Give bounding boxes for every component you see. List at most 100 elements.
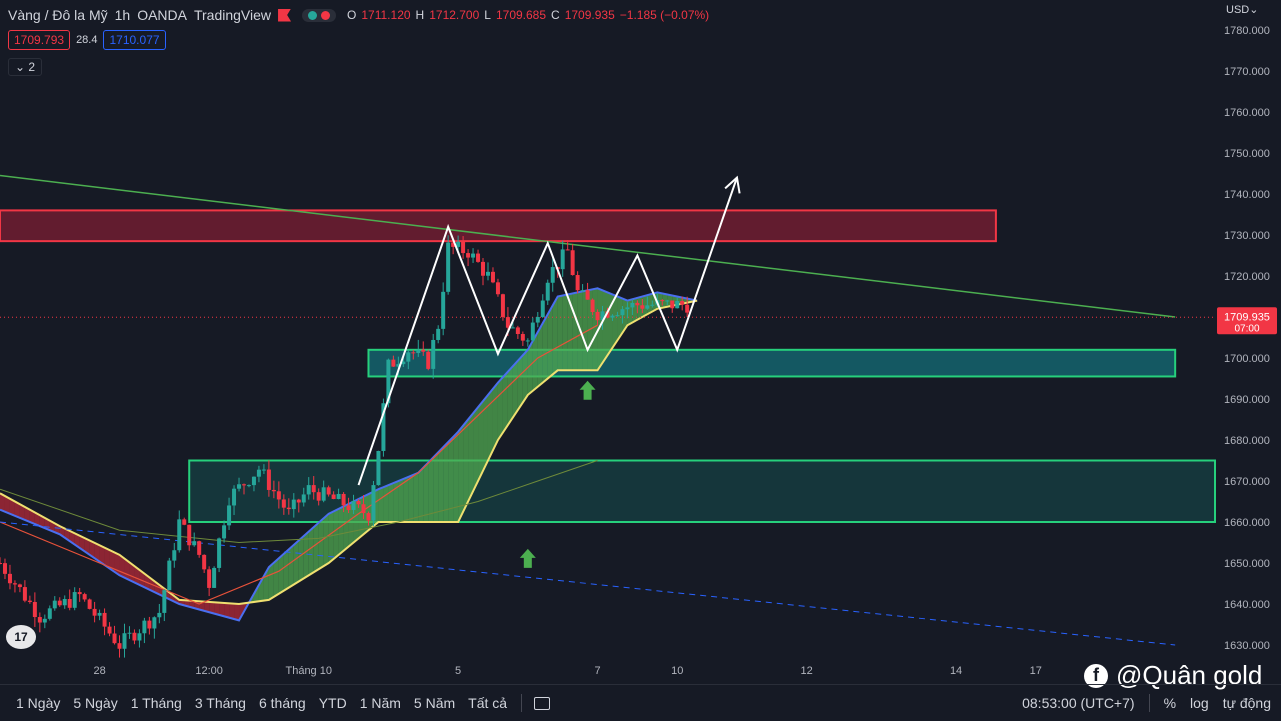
symbol-title[interactable]: Vàng / Đô la Mỹ: [8, 7, 108, 23]
cloud-segment: [229, 603, 235, 620]
candle-body: [625, 307, 630, 310]
price-tick-label: 1670.000: [1224, 476, 1270, 488]
cloud-segment: [433, 452, 439, 522]
candle-body: [286, 507, 291, 510]
candle-body: [281, 499, 286, 508]
cloud-segment: [617, 296, 623, 341]
cloud-segment: [258, 575, 264, 602]
price-tick-label: 1660.000: [1224, 517, 1270, 529]
cloud-segment: [343, 503, 349, 551]
price-tick-label: 1740.000: [1224, 189, 1270, 201]
price-tick-label: 1690.000: [1224, 394, 1270, 406]
time-tick-label: 10: [671, 665, 683, 677]
candle-body: [351, 500, 356, 510]
cloud-segment: [338, 506, 344, 555]
auto-scale-toggle[interactable]: tự động: [1222, 695, 1271, 711]
cloud-segment: [383, 485, 389, 522]
candle-body: [22, 587, 27, 601]
candle-body: [401, 361, 406, 365]
candle-body: [575, 275, 580, 291]
clock-time[interactable]: 08:53:00 (UTC+7): [1022, 695, 1135, 711]
tradingview-logo[interactable]: 17: [6, 625, 36, 649]
currency-selector[interactable]: USD⌄: [1226, 4, 1259, 16]
candle-body: [52, 600, 57, 609]
cloud-segment: [532, 332, 538, 391]
price-tick-label: 1700.000: [1224, 353, 1270, 365]
log-scale-toggle[interactable]: log: [1190, 695, 1209, 711]
cloud-segment: [622, 298, 628, 333]
candle-body: [675, 301, 680, 309]
candle-body: [590, 299, 595, 312]
market-status[interactable]: [302, 8, 337, 22]
candle-body: [127, 632, 132, 634]
cloud-segment: [323, 513, 329, 567]
range-1-year[interactable]: 1 Năm: [359, 695, 401, 711]
candle-body: [366, 513, 371, 521]
candle-body: [411, 352, 416, 354]
cloud-segment: [428, 457, 434, 522]
buy-price-button[interactable]: 1710.077: [103, 30, 166, 50]
flag-icon[interactable]: [278, 8, 292, 22]
candle-body: [87, 599, 92, 609]
candle-body: [540, 300, 545, 317]
cloud-segment: [567, 293, 573, 371]
low-value: 1709.685: [495, 8, 547, 22]
range-6-months[interactable]: 6 tháng: [258, 695, 306, 711]
candle-body: [107, 626, 112, 634]
interval-label[interactable]: 1h: [114, 7, 131, 23]
candle-body: [341, 493, 346, 506]
candle-body: [665, 300, 670, 302]
trade-buttons: 1709.793 28.4 1710.077: [8, 30, 166, 50]
chart-plot[interactable]: 1630.000 1640.000 1650.000 1660.000 1670.000…: [0, 0, 1281, 684]
range-1-month[interactable]: 1 Tháng: [130, 695, 182, 711]
candle-body: [117, 643, 122, 649]
range-5-days[interactable]: 5 Ngày: [73, 695, 118, 711]
candle-body: [580, 290, 585, 292]
percent-scale-toggle[interactable]: %: [1163, 695, 1177, 711]
candle-body: [680, 301, 685, 305]
candle-body: [461, 241, 466, 254]
candle-body: [416, 349, 421, 354]
calendar-icon[interactable]: [534, 696, 551, 710]
range-1-day[interactable]: 1 Ngày: [16, 695, 61, 711]
cloud-segment: [398, 478, 404, 522]
candle-body: [326, 487, 331, 495]
candle-body: [241, 484, 246, 486]
candle-body: [500, 294, 505, 318]
support-zone-upper: [367, 348, 1177, 378]
cloud-segment: [443, 442, 449, 522]
candle-body: [510, 327, 515, 329]
candle-body: [356, 500, 361, 505]
cloud-segment: [473, 407, 479, 492]
range-all[interactable]: Tất cả: [468, 695, 508, 711]
cloud-segment: [84, 538, 90, 555]
candle-body: [605, 311, 610, 318]
high-label: H: [415, 8, 425, 22]
range-3-months[interactable]: 3 Tháng: [194, 695, 246, 711]
candle-body: [177, 519, 182, 551]
time-tick-label: 14: [950, 665, 962, 677]
candle-body: [251, 476, 256, 486]
candle-body: [436, 328, 441, 340]
moving-average-fast: [0, 324, 598, 605]
range-5-years[interactable]: 5 Năm: [413, 695, 456, 711]
candle-body: [207, 569, 212, 588]
sell-price-button[interactable]: 1709.793: [8, 30, 71, 50]
cloud-segment: [328, 511, 334, 563]
candle-body: [102, 612, 107, 627]
candle-body: [441, 291, 446, 329]
cloud-segment: [209, 601, 215, 614]
indicators-toggle[interactable]: ⌄ 2: [8, 58, 43, 76]
candle-body: [471, 253, 476, 258]
broker-label: OANDA: [137, 7, 187, 23]
open-label: O: [347, 8, 357, 22]
toolbar-divider-2: [1148, 694, 1150, 712]
candle-body: [202, 554, 207, 570]
bar-countdown: 07:00: [1234, 323, 1259, 334]
range-ytd[interactable]: YTD: [318, 695, 347, 711]
price-tick-label: 1780.000: [1224, 25, 1270, 37]
candle-body: [426, 351, 431, 369]
cloud-segment: [502, 371, 508, 433]
candle-body: [481, 261, 486, 276]
cloud-segment: [418, 467, 424, 522]
